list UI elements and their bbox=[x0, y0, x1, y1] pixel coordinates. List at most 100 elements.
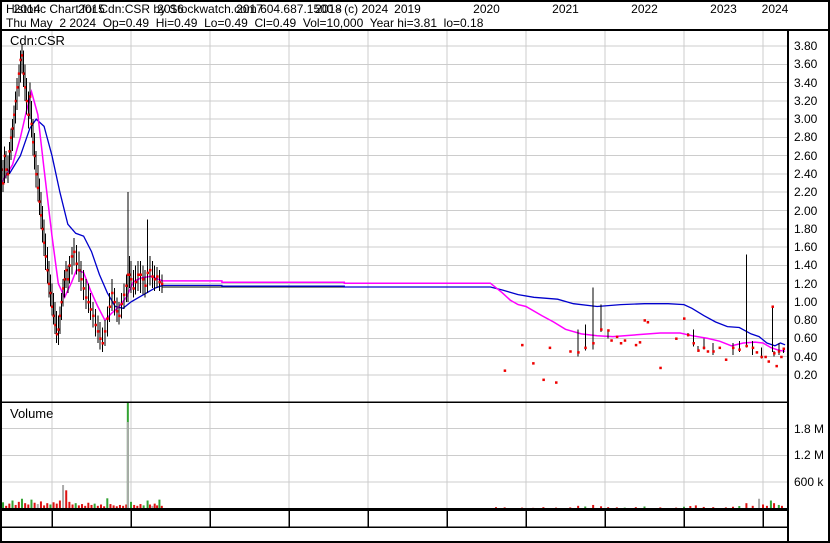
close-dot bbox=[55, 332, 59, 336]
year-label: 2015 bbox=[78, 2, 105, 16]
close-dot bbox=[751, 346, 755, 350]
volume-bar bbox=[745, 503, 748, 509]
price-tick-label: 1.00 bbox=[794, 294, 818, 309]
volume-bar bbox=[74, 503, 77, 509]
volume-bar bbox=[780, 505, 783, 509]
price-tick-label: 2.80 bbox=[794, 130, 818, 145]
volume-bar bbox=[146, 500, 149, 509]
close-dot bbox=[775, 364, 778, 368]
symbol-label: Cdn:CSR bbox=[10, 33, 65, 48]
close-dot bbox=[780, 355, 783, 359]
close-dot bbox=[643, 319, 646, 322]
volume-bar bbox=[142, 505, 145, 509]
close-dot bbox=[70, 255, 74, 258]
close-dot bbox=[16, 86, 19, 89]
volume-bar bbox=[139, 504, 142, 509]
close-dot bbox=[44, 255, 48, 258]
year-label: 2021 bbox=[552, 2, 579, 16]
volume-bar bbox=[39, 501, 42, 509]
price-tick-label: 1.20 bbox=[794, 276, 818, 291]
close-dot bbox=[160, 282, 164, 286]
close-dot bbox=[767, 360, 771, 363]
close-dot bbox=[106, 317, 109, 320]
close-dot bbox=[706, 350, 710, 353]
close-dot bbox=[36, 186, 40, 190]
close-dot bbox=[41, 227, 45, 231]
close-dot bbox=[2, 168, 3, 171]
volume-bar bbox=[712, 507, 715, 509]
close-dot bbox=[610, 339, 613, 342]
volume-bar bbox=[87, 502, 90, 509]
year-label: 2023 bbox=[710, 2, 737, 16]
close-dot bbox=[521, 343, 524, 347]
close-dot bbox=[111, 291, 114, 295]
close-dot bbox=[156, 275, 159, 278]
close-dot bbox=[54, 323, 57, 327]
volume-bar bbox=[738, 506, 741, 509]
close-dot bbox=[14, 99, 18, 103]
close-dot bbox=[8, 150, 11, 153]
volume-bar bbox=[112, 505, 115, 509]
close-dot bbox=[132, 287, 135, 290]
price-tick-label: 0.60 bbox=[794, 331, 818, 346]
volume-bar bbox=[2, 502, 5, 509]
close-dot bbox=[718, 346, 722, 350]
volume-bar bbox=[93, 503, 96, 509]
price-tick-label: 3.40 bbox=[794, 75, 818, 90]
close-dot bbox=[638, 341, 642, 344]
close-dot bbox=[39, 214, 43, 217]
close-dot bbox=[43, 241, 46, 244]
close-dot bbox=[58, 314, 62, 318]
close-dot bbox=[63, 278, 67, 281]
close-dot bbox=[66, 278, 70, 281]
close-dot bbox=[773, 352, 776, 355]
close-dot bbox=[113, 300, 116, 304]
volume-tick-label: 1.8 M bbox=[794, 421, 825, 436]
price-tick-label: 0.20 bbox=[794, 368, 818, 382]
close-dot bbox=[13, 113, 16, 117]
close-dot bbox=[137, 273, 140, 276]
volume-bar bbox=[702, 506, 705, 509]
close-dot bbox=[134, 280, 138, 284]
close-dot bbox=[52, 314, 56, 318]
year-label: 2017 bbox=[236, 2, 263, 16]
volume-bar bbox=[751, 505, 754, 509]
price-tick-label: 2.00 bbox=[794, 203, 818, 218]
price-tick-label: 3.60 bbox=[794, 57, 818, 72]
close-dot bbox=[35, 172, 38, 176]
close-dot bbox=[57, 328, 60, 331]
volume-spike-overlay bbox=[126, 422, 129, 509]
year-label: 2016 bbox=[157, 2, 184, 16]
close-dot bbox=[771, 305, 774, 308]
ma-fast-line bbox=[2, 88, 786, 352]
volume-bar bbox=[503, 507, 506, 509]
volume-bar bbox=[773, 503, 776, 509]
volume-bar bbox=[592, 504, 595, 509]
close-dot bbox=[702, 346, 706, 350]
close-dot bbox=[68, 264, 71, 267]
close-dot bbox=[623, 339, 627, 342]
close-dot bbox=[9, 136, 13, 139]
volume-bar bbox=[153, 503, 156, 509]
close-dot bbox=[686, 333, 690, 337]
close-dot bbox=[782, 347, 786, 351]
volume-bar bbox=[600, 506, 603, 509]
close-dot bbox=[2, 182, 5, 185]
price-tick-label: 2.60 bbox=[794, 148, 818, 163]
close-dot bbox=[153, 278, 157, 281]
close-dot bbox=[148, 268, 152, 272]
close-dot bbox=[126, 273, 130, 276]
close-dot bbox=[146, 271, 150, 275]
close-dot bbox=[675, 337, 678, 340]
volume-bar bbox=[569, 507, 572, 509]
volume-bar bbox=[30, 499, 33, 509]
volume-bar bbox=[122, 505, 125, 509]
volume-bar bbox=[11, 500, 14, 509]
close-dot bbox=[27, 113, 30, 117]
close-dot bbox=[87, 300, 90, 304]
year-label: 2019 bbox=[394, 2, 421, 16]
volume-bar bbox=[106, 498, 109, 509]
close-dot bbox=[659, 366, 662, 370]
volume-bar bbox=[777, 504, 780, 509]
close-dot bbox=[47, 282, 51, 286]
